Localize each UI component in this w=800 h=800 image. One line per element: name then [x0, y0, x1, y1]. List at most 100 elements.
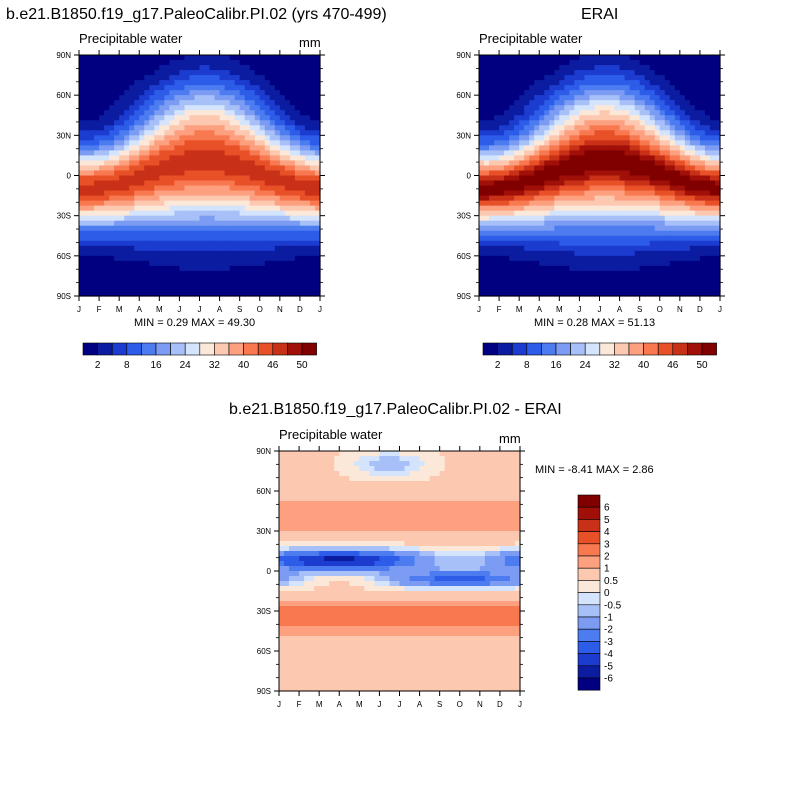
panel1-cell	[309, 275, 316, 282]
panel2-cell	[529, 130, 535, 136]
panel1-cell	[94, 65, 100, 71]
panel1-cell	[149, 255, 155, 262]
panel1-cell	[264, 80, 271, 86]
panel3-cell	[499, 461, 506, 467]
panel2-cell	[559, 155, 565, 162]
panel1-cell	[119, 55, 125, 61]
panel3-cell	[494, 461, 501, 467]
panel1-cell	[169, 290, 175, 297]
panel2-cell	[689, 235, 696, 242]
panel1-cell	[84, 285, 90, 292]
panel1-cell	[114, 265, 120, 272]
panel2-cell	[544, 65, 550, 71]
panel1-cell	[249, 230, 256, 237]
panel2-cell	[484, 70, 490, 76]
panel1-cell	[99, 270, 105, 277]
panel1-cell	[284, 190, 291, 197]
panel1-cell	[279, 100, 286, 106]
panel1-cell	[134, 105, 140, 111]
panel1-cell	[119, 240, 125, 247]
panel2-cell	[529, 80, 535, 86]
panel1-cell	[194, 165, 201, 172]
panel2-cell	[699, 170, 706, 177]
panel2-cell	[529, 135, 535, 141]
panel3-cell	[444, 461, 451, 467]
panel2-cell	[489, 75, 495, 81]
panel1-cell	[94, 200, 100, 207]
panel1-cell	[134, 110, 140, 116]
panel2-cell	[644, 200, 651, 207]
panel2-cell	[519, 115, 525, 121]
panel2-cell	[534, 60, 540, 66]
panel1-cell	[274, 260, 281, 267]
panel1-cell	[99, 95, 105, 101]
panel2-cell	[669, 230, 676, 237]
panel1-cell	[294, 240, 301, 247]
panel2-cell	[489, 200, 495, 207]
panel2-cell	[694, 120, 701, 126]
panel2-cell	[509, 200, 515, 207]
panel1-cell	[254, 95, 261, 101]
panel1-cell	[89, 205, 95, 212]
panel2-cell	[479, 235, 485, 242]
panel2-cell	[584, 285, 591, 292]
panel2-cell	[489, 275, 495, 282]
panel2-cell	[594, 235, 601, 242]
panel1-cell	[79, 160, 85, 167]
panel3-cell	[509, 461, 516, 467]
panel1-cell	[149, 190, 155, 197]
panel1-cell	[224, 275, 231, 282]
panel1-cell	[169, 95, 175, 101]
panel1-cell	[154, 85, 160, 91]
panel1-cell	[84, 115, 90, 121]
panel2-cell	[629, 190, 636, 197]
panel1-cell	[219, 195, 226, 202]
panel2-cell	[529, 245, 535, 252]
panel1-cell	[109, 175, 115, 182]
panel3-cell	[359, 466, 365, 472]
panel2-cell	[529, 90, 535, 96]
panel1-cell	[309, 265, 316, 272]
panel1-cell	[159, 75, 165, 81]
panel1-cell	[99, 75, 105, 81]
panel1-cell	[154, 290, 160, 297]
panel1-cell	[184, 275, 191, 282]
panel2-cell	[534, 165, 540, 172]
panel1-cell	[154, 265, 160, 272]
panel2-cell	[654, 70, 661, 76]
panel1-cell	[254, 200, 261, 207]
panel1-cell	[199, 290, 206, 297]
panel2-cell	[589, 220, 596, 227]
panel1-cell	[159, 80, 165, 86]
panel1-cell	[259, 230, 266, 237]
panel1-cell	[299, 75, 306, 81]
panel1-cell	[114, 105, 120, 111]
panel3-cell	[284, 456, 290, 462]
panel3-cell	[294, 466, 300, 472]
panel1-cell	[299, 225, 306, 232]
panel2-xlabel: S	[637, 305, 642, 314]
panel2-cell	[594, 220, 601, 227]
panel2-cell	[544, 175, 550, 182]
panel1-cell	[149, 75, 155, 81]
panel1-cell	[239, 105, 246, 111]
panel1-cell	[304, 150, 311, 157]
panel2-cell	[629, 100, 636, 106]
panel2-cell	[489, 255, 495, 262]
panel2-cell	[504, 200, 510, 207]
panel2-cell	[689, 240, 696, 247]
panel2-cell	[629, 175, 636, 182]
panel1-cell	[214, 160, 221, 167]
panel1-cell	[314, 155, 321, 162]
panel1-cell	[299, 195, 306, 202]
panel1-cell	[189, 110, 196, 116]
panel2-cell	[634, 245, 641, 252]
panel2-cell	[514, 210, 520, 217]
panel2-cell	[494, 100, 500, 106]
panel1-cell	[99, 65, 105, 71]
panel2-cell	[529, 165, 535, 172]
panel2-cell	[509, 135, 515, 141]
panel1-cell	[289, 240, 296, 247]
panel2-cell	[559, 175, 565, 182]
panel1-cell	[139, 250, 145, 257]
